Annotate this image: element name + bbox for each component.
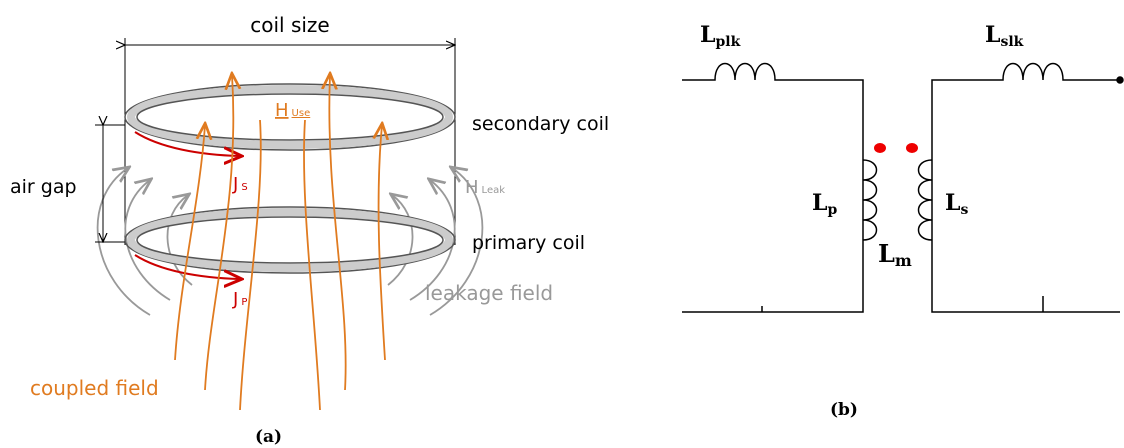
symbol: L: [945, 190, 960, 216]
subscript: Use: [292, 108, 311, 119]
subscript: slk: [1000, 34, 1023, 50]
symbol: Lplk: [700, 22, 741, 50]
subscript: S: [241, 182, 247, 193]
subscript: Leak: [482, 185, 506, 196]
inductor: [919, 160, 933, 240]
symbol: L: [878, 239, 895, 268]
label: air gap: [10, 176, 77, 198]
labels-b: Lplk Lslk Lp Ls Lm (b): [700, 22, 1024, 420]
symbol: Lp: [812, 190, 837, 218]
panel-b: [682, 64, 1123, 313]
symbol: H: [465, 177, 479, 198]
subscript: p: [827, 202, 837, 218]
symbol: Ls: [945, 190, 968, 218]
symbol: L: [985, 22, 1000, 48]
secondary-circuit: [932, 64, 1120, 313]
terminal: [1117, 77, 1123, 83]
figure: coil size: [0, 0, 1124, 448]
symbol: L: [700, 22, 715, 48]
coils: [125, 84, 455, 273]
label: primary coil: [472, 232, 585, 254]
coupled-lines: [175, 75, 385, 410]
primary-circuit: [682, 64, 863, 313]
dot: [906, 143, 918, 153]
label: leakage field: [425, 281, 553, 305]
label: coupled field: [30, 376, 159, 400]
panel-a: coil size: [10, 13, 609, 447]
symbol: Lslk: [985, 22, 1024, 50]
symbol: J: [232, 289, 238, 310]
dot: [874, 143, 886, 153]
symbol: Lm: [878, 239, 912, 270]
subscript: P: [241, 297, 247, 308]
label: secondary coil: [472, 113, 609, 135]
caption: (b): [830, 400, 858, 420]
inductor: [863, 160, 877, 240]
subscript: m: [895, 251, 912, 270]
symbol: J: [232, 174, 238, 195]
symbol: L: [812, 190, 827, 216]
symbol: H: [275, 100, 289, 121]
subscript: plk: [715, 34, 740, 50]
label: coil size: [250, 13, 329, 37]
subscript: s: [960, 202, 968, 218]
caption: (a): [255, 427, 282, 447]
